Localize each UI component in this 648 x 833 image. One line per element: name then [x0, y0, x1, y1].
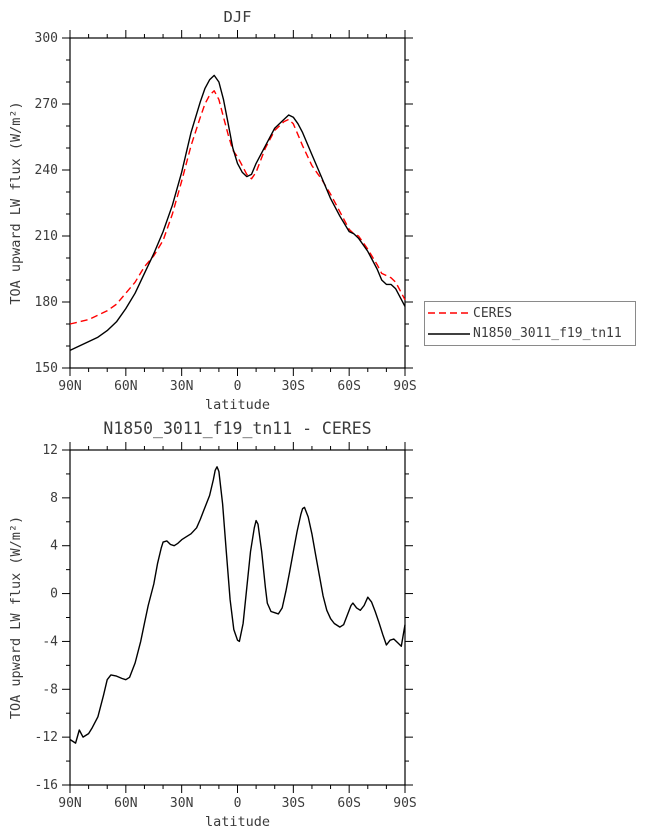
y-axis-label: TOA upward LW flux (W/m²) [8, 101, 24, 304]
y-tick-label: 0 [50, 587, 58, 602]
x-tick-label: 90S [393, 379, 416, 394]
y-tick-label: 270 [35, 97, 58, 112]
plot-frame [69, 449, 406, 786]
x-tick-label: 60S [337, 796, 360, 811]
x-tick-label: 30N [170, 379, 193, 394]
x-axis-label: latitude [205, 814, 270, 830]
ceres-curve [69, 90, 406, 325]
x-tick-label: 60S [337, 379, 360, 394]
y-tick-label: 180 [35, 295, 58, 310]
y-tick-label: 12 [42, 443, 58, 458]
x-tick-label: 30S [282, 796, 305, 811]
difference-curve [69, 466, 406, 744]
x-tick-label: 0 [234, 379, 242, 394]
difference-chart: 90N 60N 30N 0 30S 60S 90S -16 -12 -8 -4 0 4 8 12 N1850_… [8, 419, 417, 830]
legend-item-ceres: CERES [426, 303, 635, 323]
x-axis-label: latitude [205, 397, 270, 412]
y-tick-label: 240 [35, 163, 58, 178]
x-tick-label: 30N [170, 796, 193, 811]
model-line-sample [428, 332, 470, 335]
y-axis-label: TOA upward LW flux (W/m²) [8, 516, 24, 719]
y-tick-label: 8 [50, 491, 58, 506]
x-tick-label: 90N [58, 796, 81, 811]
x-tick-label: 30S [282, 379, 305, 394]
chart-title: DJF [224, 8, 252, 26]
x-tick-label: 90S [393, 796, 416, 811]
ceres-line-sample [428, 312, 470, 315]
y-tick-label: -8 [42, 682, 58, 697]
legend-box: CERES N1850_3011_f19_tn11 [424, 301, 636, 346]
y-tick-label: 150 [35, 361, 58, 376]
legend-label-model: N1850_3011_f19_tn11 [473, 326, 622, 342]
y-tick-label: 210 [35, 229, 58, 244]
legend-item-model: N1850_3011_f19_tn11 [426, 324, 635, 344]
x-tick-label: 60N [114, 379, 137, 394]
x-tick-label: 0 [234, 796, 242, 811]
x-tick-label: 90N [58, 379, 81, 394]
djf-chart: 90N 60N 30N 0 30S 60S 90S 150 180 210 240 270 300 DJF… [8, 8, 417, 412]
y-tick-label: -16 [35, 778, 58, 793]
y-tick-label: -12 [35, 730, 58, 745]
chart-title: N1850_3011_f19_tn11 - CERES [103, 419, 371, 438]
x-tick-label: 60N [114, 796, 137, 811]
legend-label-ceres: CERES [473, 305, 513, 321]
y-tick-label: 300 [35, 31, 58, 46]
y-tick-label: 4 [50, 539, 58, 554]
plot-frame [69, 37, 406, 369]
y-tick-label: -4 [42, 634, 58, 649]
n1850-3011-f19-tn11-curve [69, 74, 406, 352]
